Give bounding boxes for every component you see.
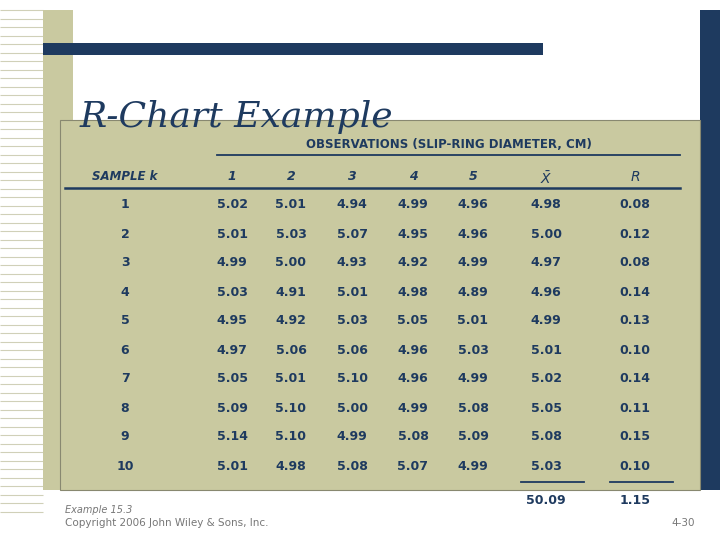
Text: 5: 5 bbox=[121, 314, 130, 327]
Text: 1: 1 bbox=[121, 199, 130, 212]
Text: 3: 3 bbox=[348, 170, 356, 183]
Text: 5.05: 5.05 bbox=[397, 314, 428, 327]
Text: 5.01: 5.01 bbox=[276, 199, 307, 212]
Text: 5.03: 5.03 bbox=[531, 460, 562, 472]
Text: 4.99: 4.99 bbox=[337, 430, 367, 443]
Text: 4.97: 4.97 bbox=[531, 256, 562, 269]
Text: 4.95: 4.95 bbox=[217, 314, 248, 327]
Text: 10: 10 bbox=[116, 460, 134, 472]
Text: 2: 2 bbox=[287, 170, 295, 183]
Text: OBSERVATIONS (SLIP-RING DIAMETER, CM): OBSERVATIONS (SLIP-RING DIAMETER, CM) bbox=[305, 138, 591, 151]
Text: 4.98: 4.98 bbox=[531, 199, 562, 212]
Text: 5.08: 5.08 bbox=[397, 430, 428, 443]
Text: 4.96: 4.96 bbox=[397, 373, 428, 386]
Text: $\bar{X}$: $\bar{X}$ bbox=[540, 170, 552, 187]
Text: 0.11: 0.11 bbox=[619, 402, 650, 415]
Text: 3: 3 bbox=[121, 256, 130, 269]
Text: 0.08: 0.08 bbox=[620, 199, 650, 212]
Text: 4.99: 4.99 bbox=[397, 402, 428, 415]
Text: 4.92: 4.92 bbox=[276, 314, 307, 327]
Text: 4.99: 4.99 bbox=[458, 256, 488, 269]
Text: 5.03: 5.03 bbox=[336, 314, 367, 327]
Text: 5.03: 5.03 bbox=[458, 343, 488, 356]
Text: 5.03: 5.03 bbox=[217, 286, 248, 299]
Bar bbox=[43, 10, 73, 490]
Text: 7: 7 bbox=[121, 373, 130, 386]
Text: 5.00: 5.00 bbox=[531, 227, 562, 240]
Text: 4.96: 4.96 bbox=[458, 227, 488, 240]
Text: 5.03: 5.03 bbox=[276, 227, 307, 240]
Text: 9: 9 bbox=[121, 430, 130, 443]
Text: 5.01: 5.01 bbox=[217, 460, 248, 472]
Text: 5.02: 5.02 bbox=[217, 199, 248, 212]
Text: 5.07: 5.07 bbox=[336, 227, 367, 240]
Text: R-Chart Example: R-Chart Example bbox=[80, 100, 394, 134]
Text: 5.10: 5.10 bbox=[276, 430, 307, 443]
Text: 5.01: 5.01 bbox=[457, 314, 488, 327]
Text: 5.07: 5.07 bbox=[397, 460, 428, 472]
Text: SAMPLE k: SAMPLE k bbox=[92, 170, 158, 183]
Text: 4: 4 bbox=[409, 170, 418, 183]
Text: 4.95: 4.95 bbox=[397, 227, 428, 240]
Text: 4.91: 4.91 bbox=[276, 286, 307, 299]
Text: 5.06: 5.06 bbox=[276, 343, 307, 356]
Text: 5.01: 5.01 bbox=[336, 286, 367, 299]
Text: Copyright 2006 John Wiley & Sons, Inc.: Copyright 2006 John Wiley & Sons, Inc. bbox=[65, 518, 269, 528]
Text: 5.09: 5.09 bbox=[458, 430, 488, 443]
Text: 4.96: 4.96 bbox=[458, 199, 488, 212]
Text: 5.01: 5.01 bbox=[217, 227, 248, 240]
Text: 0.10: 0.10 bbox=[619, 343, 650, 356]
Text: 8: 8 bbox=[121, 402, 130, 415]
Text: 5: 5 bbox=[469, 170, 477, 183]
Bar bbox=[60, 120, 700, 490]
Text: 0.10: 0.10 bbox=[619, 460, 650, 472]
Text: 4.93: 4.93 bbox=[337, 256, 367, 269]
Text: 5.08: 5.08 bbox=[458, 402, 488, 415]
Text: 5.10: 5.10 bbox=[336, 373, 367, 386]
Text: 4.99: 4.99 bbox=[217, 256, 248, 269]
Text: 5.01: 5.01 bbox=[276, 373, 307, 386]
Text: 5.00: 5.00 bbox=[276, 256, 307, 269]
Text: Example 15.3: Example 15.3 bbox=[65, 505, 132, 515]
Text: 4.94: 4.94 bbox=[336, 199, 367, 212]
Text: 4.99: 4.99 bbox=[458, 460, 488, 472]
Text: 4.99: 4.99 bbox=[531, 314, 562, 327]
Text: 0.13: 0.13 bbox=[620, 314, 650, 327]
Text: 0.14: 0.14 bbox=[619, 373, 650, 386]
Text: $\mathit{R}$: $\mathit{R}$ bbox=[630, 170, 640, 184]
Text: 5.01: 5.01 bbox=[531, 343, 562, 356]
Bar bbox=[700, 10, 720, 490]
Text: 5.00: 5.00 bbox=[336, 402, 367, 415]
Text: 5.02: 5.02 bbox=[531, 373, 562, 386]
Text: 5.08: 5.08 bbox=[531, 430, 562, 443]
Text: 4.89: 4.89 bbox=[458, 286, 488, 299]
Text: 2: 2 bbox=[121, 227, 130, 240]
Text: 4.96: 4.96 bbox=[397, 343, 428, 356]
Text: 4.98: 4.98 bbox=[276, 460, 307, 472]
Text: 5.09: 5.09 bbox=[217, 402, 248, 415]
Text: 1.15: 1.15 bbox=[619, 494, 650, 507]
Text: 4.99: 4.99 bbox=[458, 373, 488, 386]
Text: 5.05: 5.05 bbox=[531, 402, 562, 415]
Text: 5.14: 5.14 bbox=[217, 430, 248, 443]
Text: 4.99: 4.99 bbox=[397, 199, 428, 212]
Bar bbox=[43, 43, 543, 55]
Text: 4-30: 4-30 bbox=[672, 518, 695, 528]
Text: 5.06: 5.06 bbox=[336, 343, 367, 356]
Text: 5.10: 5.10 bbox=[276, 402, 307, 415]
Text: 6: 6 bbox=[121, 343, 130, 356]
Text: 5.08: 5.08 bbox=[336, 460, 367, 472]
Text: 0.15: 0.15 bbox=[619, 430, 650, 443]
Text: 4.97: 4.97 bbox=[217, 343, 248, 356]
Text: 4.96: 4.96 bbox=[531, 286, 562, 299]
Text: 4.98: 4.98 bbox=[397, 286, 428, 299]
Text: 4: 4 bbox=[121, 286, 130, 299]
Text: 5.05: 5.05 bbox=[217, 373, 248, 386]
Text: 0.14: 0.14 bbox=[619, 286, 650, 299]
Text: 4.92: 4.92 bbox=[397, 256, 428, 269]
Text: 0.08: 0.08 bbox=[620, 256, 650, 269]
Text: 1: 1 bbox=[228, 170, 236, 183]
Text: 0.12: 0.12 bbox=[619, 227, 650, 240]
Text: 50.09: 50.09 bbox=[526, 494, 566, 507]
